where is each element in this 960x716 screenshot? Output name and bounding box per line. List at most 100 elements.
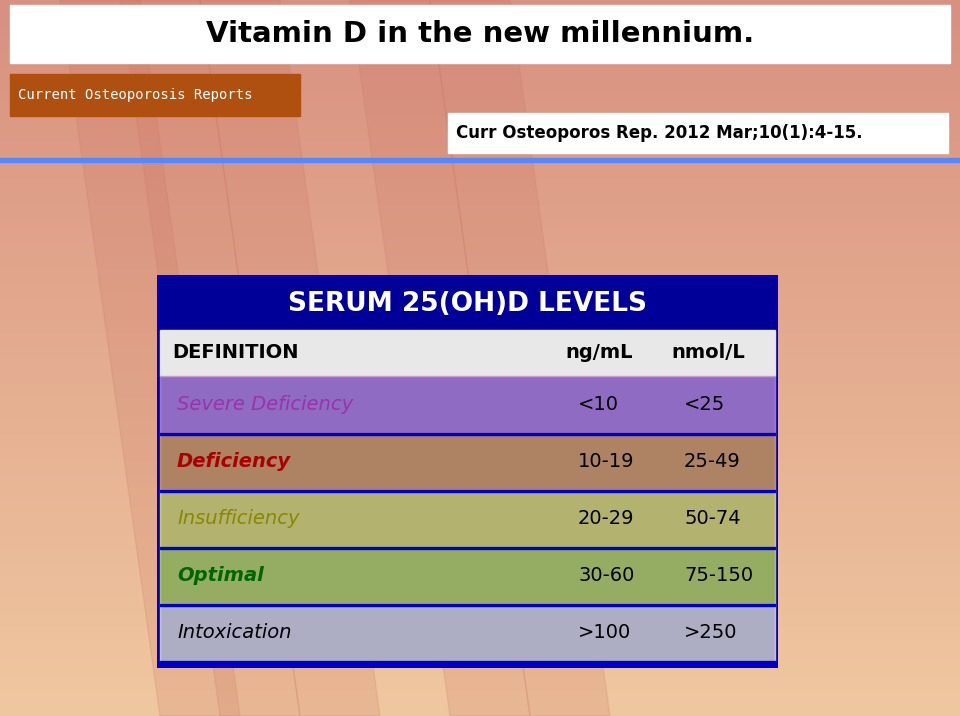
Bar [0, 541, 960, 542]
Bar [0, 543, 960, 544]
Bar [0, 704, 960, 705]
Bar [0, 142, 960, 143]
Bar [0, 99, 960, 100]
Bar [0, 572, 960, 573]
Bar [0, 525, 960, 526]
Bar [0, 706, 960, 707]
Bar [0, 32, 960, 33]
Bar [0, 646, 960, 647]
Bar [0, 489, 960, 490]
Bar [0, 629, 960, 630]
Bar [0, 603, 960, 604]
Bar [0, 189, 960, 190]
Bar [0, 326, 960, 327]
Bar [0, 350, 960, 351]
Bar [0, 249, 960, 250]
Bar [0, 275, 960, 276]
Text: Vitamin D in the new millennium.: Vitamin D in the new millennium. [205, 20, 755, 48]
Bar [0, 15, 960, 16]
Bar [0, 699, 960, 700]
Bar [0, 205, 960, 206]
Bar [0, 272, 960, 273]
Bar [0, 132, 960, 133]
Bar [0, 696, 960, 697]
Bar [0, 144, 960, 145]
Bar [0, 488, 960, 489]
Bar [0, 59, 960, 60]
Bar [0, 694, 960, 695]
Bar [0, 677, 960, 678]
Bar [0, 250, 960, 251]
Bar [0, 687, 960, 688]
Bar [0, 183, 960, 184]
Bar [0, 533, 960, 534]
Bar [0, 642, 960, 643]
Bar [0, 11, 960, 12]
Bar [0, 203, 960, 204]
Text: Optimal: Optimal [177, 566, 264, 585]
Bar [160, 490, 775, 547]
Bar [0, 64, 960, 65]
Bar [0, 640, 960, 641]
Bar [0, 101, 960, 102]
Bar [0, 190, 960, 191]
Bar [0, 354, 960, 355]
Bar [0, 213, 960, 214]
Bar [0, 271, 960, 272]
Bar [0, 343, 960, 344]
Bar [0, 67, 960, 68]
Bar [0, 197, 960, 198]
Bar [0, 27, 960, 28]
Bar [0, 363, 960, 364]
Bar [0, 556, 960, 557]
Bar [0, 263, 960, 264]
Bar [0, 80, 960, 81]
Bar [0, 496, 960, 497]
Bar [0, 569, 960, 570]
Polygon shape [120, 0, 300, 716]
Bar [0, 313, 960, 314]
Bar [0, 338, 960, 339]
Bar [0, 435, 960, 436]
Bar [0, 259, 960, 260]
Bar [0, 129, 960, 130]
Bar [0, 702, 960, 703]
Bar [0, 474, 960, 475]
Bar [0, 274, 960, 275]
Bar [0, 318, 960, 319]
Bar [0, 554, 960, 555]
Bar [0, 517, 960, 518]
Bar [0, 507, 960, 508]
Bar [0, 550, 960, 551]
Bar [0, 561, 960, 562]
Bar [0, 35, 960, 36]
Bar [0, 498, 960, 499]
Bar [0, 221, 960, 222]
Bar [0, 580, 960, 581]
Bar [0, 715, 960, 716]
Bar [0, 253, 960, 254]
Bar [0, 392, 960, 393]
Bar [0, 131, 960, 132]
Bar [0, 548, 960, 549]
Bar [0, 355, 960, 356]
Bar [0, 140, 960, 141]
Bar [0, 172, 960, 173]
Bar [0, 290, 960, 291]
Bar [0, 590, 960, 591]
Bar [0, 261, 960, 262]
Bar [0, 593, 960, 594]
Bar [0, 70, 960, 71]
Bar [10, 74, 300, 116]
Bar [0, 636, 960, 637]
Bar [0, 417, 960, 418]
Bar [0, 581, 960, 582]
Bar [0, 255, 960, 256]
Bar [0, 684, 960, 685]
Bar [0, 123, 960, 124]
Bar [0, 348, 960, 349]
Bar [0, 171, 960, 172]
Bar [0, 423, 960, 424]
Bar [0, 146, 960, 147]
Bar [0, 65, 960, 66]
